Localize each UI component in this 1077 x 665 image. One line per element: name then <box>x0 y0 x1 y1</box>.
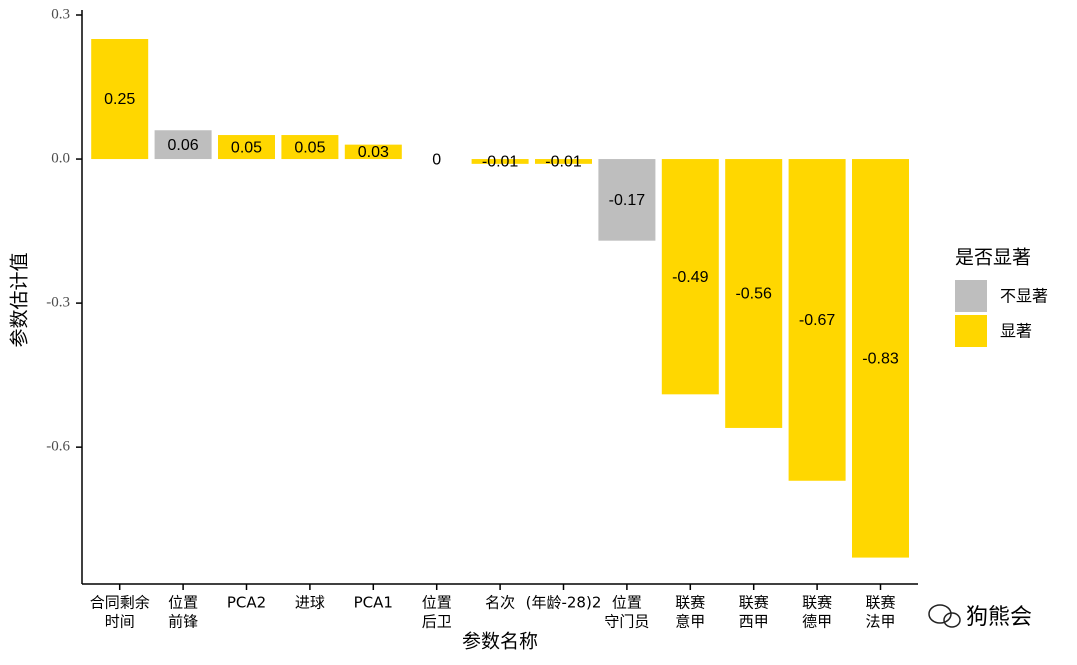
x-tick-label: 位置 <box>168 594 198 612</box>
bar <box>788 159 846 481</box>
data-label: -0.01 <box>545 154 582 171</box>
bar <box>535 159 592 164</box>
y-tick-label: 0.0 <box>51 150 70 166</box>
y-tick-label: 0.3 <box>51 6 70 22</box>
data-label: 0.25 <box>104 91 135 108</box>
x-tick-label: 法甲 <box>865 613 895 631</box>
bar <box>344 144 402 160</box>
bar <box>281 135 339 160</box>
x-tick-label: 联赛 <box>739 594 769 612</box>
watermark-icon <box>928 604 961 628</box>
x-tick-label: (年龄-28)2 <box>526 594 602 612</box>
x-tick-label: 前锋 <box>168 613 198 631</box>
x-tick-label: 名次 <box>485 594 515 612</box>
data-label: -0.49 <box>672 269 709 286</box>
data-label: -0.67 <box>799 312 836 329</box>
data-label: 0 <box>432 151 441 168</box>
bar <box>154 130 212 160</box>
x-tick-label: 西甲 <box>739 613 769 631</box>
x-tick-label: 联赛 <box>802 594 832 612</box>
x-tick-label: 德甲 <box>802 613 832 631</box>
legend-label: 显著 <box>1000 322 1032 341</box>
x-tick-label: 意甲 <box>675 613 705 631</box>
x-tick-label: 位置 <box>612 594 642 612</box>
data-label: -0.83 <box>862 351 899 368</box>
data-label: -0.17 <box>609 192 646 209</box>
data-label: -0.56 <box>735 286 772 303</box>
x-tick-label: 守门员 <box>604 613 649 631</box>
x-tick-label: 后卫 <box>422 613 452 631</box>
x-tick-label: 位置 <box>422 594 452 612</box>
legend-swatch <box>955 280 987 312</box>
data-label: -0.01 <box>482 154 519 171</box>
y-tick-label: -0.3 <box>46 295 70 311</box>
x-tick-label: PCA1 <box>354 594 393 612</box>
x-tick-label: PCA2 <box>227 594 266 612</box>
bar <box>218 135 275 160</box>
x-tick-label: 联赛 <box>865 594 895 612</box>
bar <box>852 159 909 558</box>
legend-swatch <box>955 315 987 347</box>
legend-title: 是否显著 <box>955 247 1031 269</box>
data-label: 0.03 <box>358 144 389 161</box>
x-tick-label: 联赛 <box>675 594 705 612</box>
bar <box>598 159 656 241</box>
data-label: 0.05 <box>231 139 262 156</box>
x-tick-label: 时间 <box>105 613 135 631</box>
legend-label: 不显著 <box>1000 287 1048 306</box>
bar <box>725 159 783 428</box>
y-tick-label: -0.6 <box>46 439 70 455</box>
x-tick-label: 合同剩余 <box>90 594 150 612</box>
watermark: 狗熊会 <box>966 605 1032 630</box>
bar <box>91 39 149 160</box>
x-tick-label: 进球 <box>295 594 325 612</box>
bar <box>471 159 529 164</box>
data-label: 0.05 <box>294 139 325 156</box>
y-axis-label: 参数估计值 <box>9 252 31 347</box>
x-axis-label: 参数名称 <box>462 631 538 653</box>
data-label: 0.06 <box>168 137 199 154</box>
bar <box>661 159 719 395</box>
